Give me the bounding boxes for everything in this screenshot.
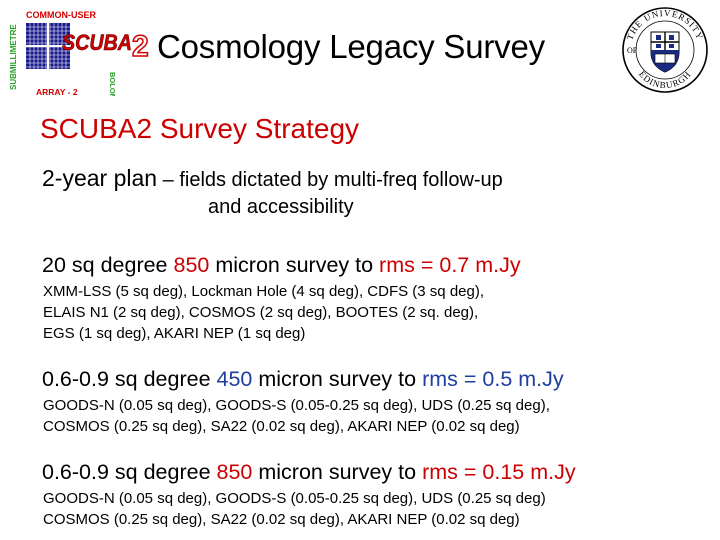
survey-wavelength: 850	[173, 253, 210, 277]
survey-middle: micron survey to	[252, 460, 423, 484]
fields-line: GOODS-N (0.05 sq deg), GOODS-S (0.05-0.2…	[43, 397, 550, 414]
survey-wavelength: 450	[216, 367, 253, 391]
survey-850-deep: 0.6-0.9 sq degree 850 micron survey to r…	[42, 460, 576, 485]
survey-wavelength: 850	[216, 460, 253, 484]
plan-line-continued: and accessibility	[208, 196, 354, 218]
logo-left-text: SUBMILLIMETRE	[9, 24, 18, 90]
survey-850-wide: 20 sq degree 850 micron survey to rms = …	[42, 253, 521, 278]
survey-middle: micron survey to	[252, 367, 423, 391]
survey-fields: GOODS-N (0.05 sq deg), GOODS-S (0.05-0.2…	[43, 488, 546, 530]
survey-fields: GOODS-N (0.05 sq deg), GOODS-S (0.05-0.2…	[43, 395, 550, 437]
scuba2-logo-icon: COMMON-USER SUBMILLIMETRE BOLOMETER SCUB…	[9, 10, 149, 96]
fields-line: COSMOS (0.25 sq deg), SA22 (0.02 sq deg)…	[43, 511, 520, 528]
plan-line: 2-year plan – fields dictated by multi-f…	[42, 165, 503, 192]
fields-line: ELAIS N1 (2 sq deg), COSMOS (2 sq deg), …	[43, 304, 479, 321]
scuba2-logo: COMMON-USER SUBMILLIMETRE BOLOMETER SCUB…	[6, 6, 156, 96]
survey-rms: rms = 0.7 m.Jy	[379, 253, 521, 277]
survey-middle: micron survey to	[209, 253, 380, 277]
survey-prefix: 0.6-0.9 sq degree	[42, 367, 217, 391]
survey-fields: XMM-LSS (5 sq deg), Lockman Hole (4 sq d…	[43, 281, 484, 344]
fields-line: EGS (1 sq deg), AKARI NEP (1 sq deg)	[43, 325, 306, 342]
logo-scuba-word: SCUBA	[62, 30, 132, 55]
survey-rms: rms = 0.5 m.Jy	[422, 367, 564, 391]
survey-rms: rms = 0.15 m.Jy	[422, 460, 576, 484]
survey-450-deep: 0.6-0.9 sq degree 450 micron survey to r…	[42, 367, 564, 392]
logo-number-two: 2	[132, 30, 149, 63]
plan-lead: 2-year plan	[42, 165, 158, 191]
logo-right-text: BOLOMETER	[108, 72, 117, 96]
survey-prefix: 0.6-0.9 sq degree	[42, 460, 217, 484]
crest-of-text: OF	[627, 46, 638, 55]
logo-arc-text: COMMON-USER	[26, 10, 96, 20]
survey-prefix: 20 sq degree	[42, 253, 174, 277]
fields-line: XMM-LSS (5 sq deg), Lockman Hole (4 sq d…	[43, 283, 485, 300]
fields-line: GOODS-N (0.05 sq deg), GOODS-S (0.05-0.2…	[43, 490, 546, 507]
fields-line: COSMOS (0.25 sq deg), SA22 (0.02 sq deg)…	[43, 418, 520, 435]
logo-bottom-text: ARRAY - 2	[36, 87, 78, 96]
plan-rest: – fields dictated by multi-freq follow-u…	[157, 169, 503, 191]
university-logo: THE UNIVERSITY EDINBURGH OF	[621, 6, 709, 94]
page-title: Cosmology Legacy Survey	[157, 28, 545, 65]
university-of-edinburgh-crest-icon: THE UNIVERSITY EDINBURGH OF	[622, 7, 708, 93]
section-heading: SCUBA2 Survey Strategy	[40, 113, 360, 144]
